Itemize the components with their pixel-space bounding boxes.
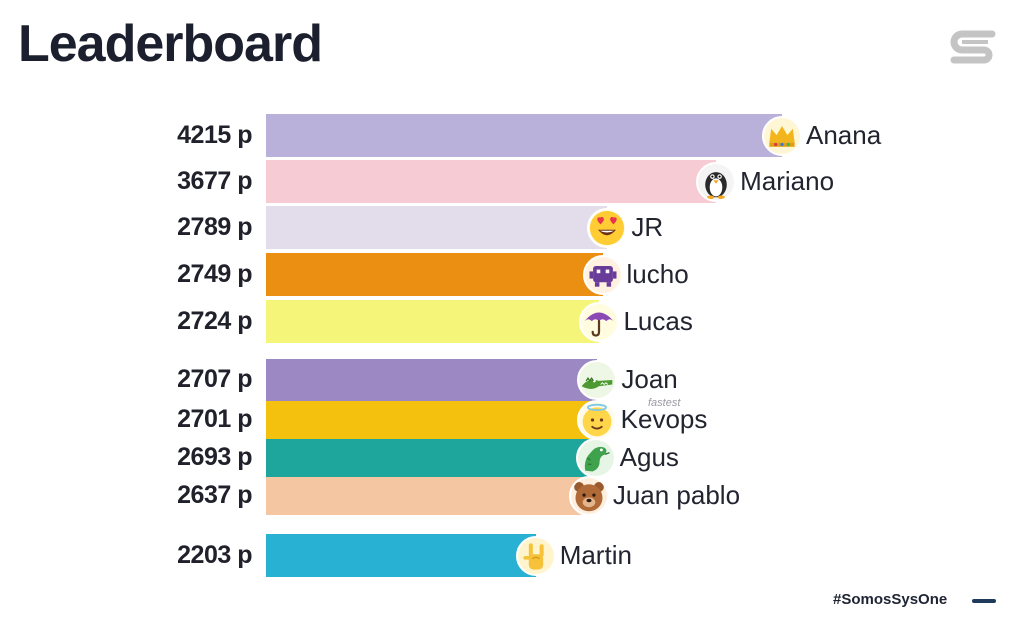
score-label: 2203 p — [177, 540, 252, 569]
heart-eyes-icon — [587, 207, 628, 248]
hashtag-dash — [972, 599, 996, 603]
crocodile-icon — [577, 360, 618, 400]
hashtag-label: #SomosSysOne — [833, 591, 948, 608]
player-name: JR — [631, 211, 664, 242]
score-label: 2789 p — [177, 212, 252, 241]
score-label: 3677 p — [177, 166, 252, 195]
score-label: 2707 p — [177, 365, 252, 393]
score-bar — [266, 401, 597, 439]
fastest-badge: fastest — [648, 397, 681, 409]
bear-icon — [568, 476, 609, 516]
player-name: Agus — [619, 442, 679, 472]
score-bar — [266, 114, 782, 157]
score-bar — [266, 477, 589, 515]
player-name: Kevops — [620, 404, 708, 434]
player-name: Lucas — [623, 305, 693, 336]
umbrella-icon — [579, 301, 620, 342]
score-bar — [266, 160, 717, 203]
score-label: 2693 p — [177, 443, 252, 471]
crown-icon — [762, 115, 802, 156]
player-name: Mariano — [740, 165, 835, 196]
rock-hand-icon — [515, 535, 556, 576]
score-label: 2637 p — [177, 481, 252, 509]
score-label: 2724 p — [177, 306, 252, 335]
player-name: lucho — [626, 258, 689, 289]
space-invader-icon — [582, 254, 623, 295]
angel-icon — [576, 400, 617, 440]
penguin-icon — [696, 161, 737, 202]
score-label: 4215 p — [177, 120, 252, 149]
player-name: Martin — [559, 539, 632, 570]
score-label: 2749 p — [177, 259, 252, 288]
score-bar — [266, 534, 536, 577]
score-bar — [266, 439, 596, 477]
score-bar — [266, 300, 600, 343]
dragon-icon — [575, 438, 616, 478]
player-name: Juan pablo — [612, 480, 741, 510]
player-name: Joan — [621, 364, 678, 394]
score-bar — [266, 359, 598, 401]
score-bar — [266, 206, 608, 249]
player-name: Anana — [806, 119, 882, 150]
page-title: Leaderboard — [18, 15, 323, 73]
sysone-logo-icon — [950, 30, 996, 64]
score-label: 2701 p — [177, 405, 252, 433]
score-bar — [266, 253, 603, 296]
